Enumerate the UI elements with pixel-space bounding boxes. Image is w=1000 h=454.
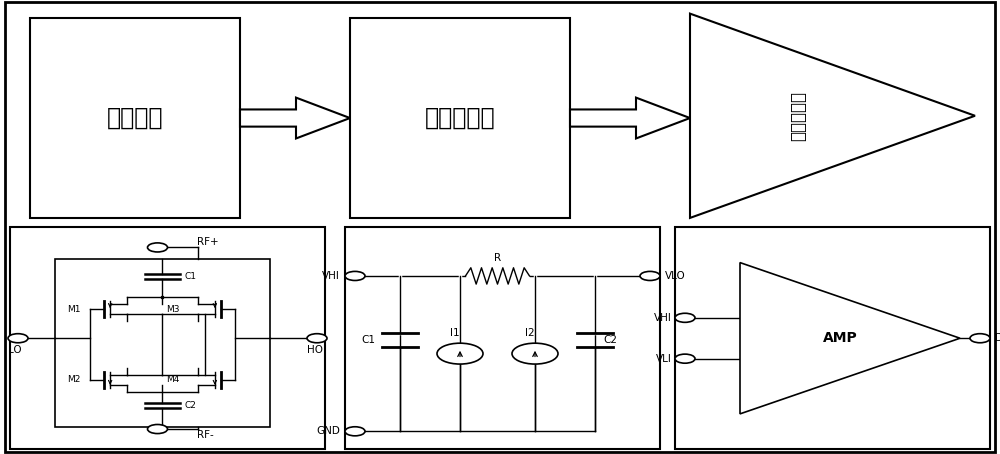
Circle shape <box>512 343 558 364</box>
Bar <box>55 259 270 427</box>
Text: C2: C2 <box>184 401 196 410</box>
Circle shape <box>345 271 365 281</box>
Text: I1: I1 <box>450 328 460 338</box>
Circle shape <box>970 334 990 343</box>
Text: DEMO: DEMO <box>995 333 1000 343</box>
Text: AMP: AMP <box>823 331 857 345</box>
Text: C1: C1 <box>361 335 375 345</box>
Circle shape <box>437 343 483 364</box>
Text: C1: C1 <box>184 272 196 281</box>
Circle shape <box>8 334 28 343</box>
Text: R: R <box>494 253 501 263</box>
Text: C2: C2 <box>603 335 617 345</box>
Circle shape <box>640 271 660 281</box>
Bar <box>345 227 660 449</box>
Circle shape <box>307 334 327 343</box>
Text: GND: GND <box>316 426 340 436</box>
Circle shape <box>148 243 168 252</box>
Bar <box>350 18 570 218</box>
Bar <box>10 227 325 449</box>
Circle shape <box>148 424 168 434</box>
Text: M2: M2 <box>67 375 80 384</box>
Text: VHI: VHI <box>322 271 340 281</box>
Text: M1: M1 <box>67 305 81 314</box>
Circle shape <box>675 354 695 363</box>
Text: 高低通滤波: 高低通滤波 <box>425 106 495 130</box>
Polygon shape <box>240 98 350 138</box>
Text: VLO: VLO <box>665 271 686 281</box>
Text: RF-: RF- <box>198 430 214 440</box>
Text: M3: M3 <box>166 305 180 314</box>
Text: 滤波比较器: 滤波比较器 <box>789 91 807 141</box>
Circle shape <box>345 427 365 436</box>
Text: M4: M4 <box>166 375 180 384</box>
Text: I2: I2 <box>525 328 535 338</box>
Circle shape <box>675 313 695 322</box>
Bar <box>675 227 990 449</box>
Polygon shape <box>690 14 975 218</box>
Polygon shape <box>570 98 690 138</box>
Polygon shape <box>740 262 960 414</box>
Text: VHI: VHI <box>654 313 672 323</box>
Bar <box>30 18 240 218</box>
Text: 包络检波: 包络检波 <box>107 106 163 130</box>
Text: RF+: RF+ <box>198 237 219 247</box>
Text: VLI: VLI <box>656 354 672 364</box>
Text: HO: HO <box>307 345 323 355</box>
Text: LO: LO <box>8 345 22 355</box>
